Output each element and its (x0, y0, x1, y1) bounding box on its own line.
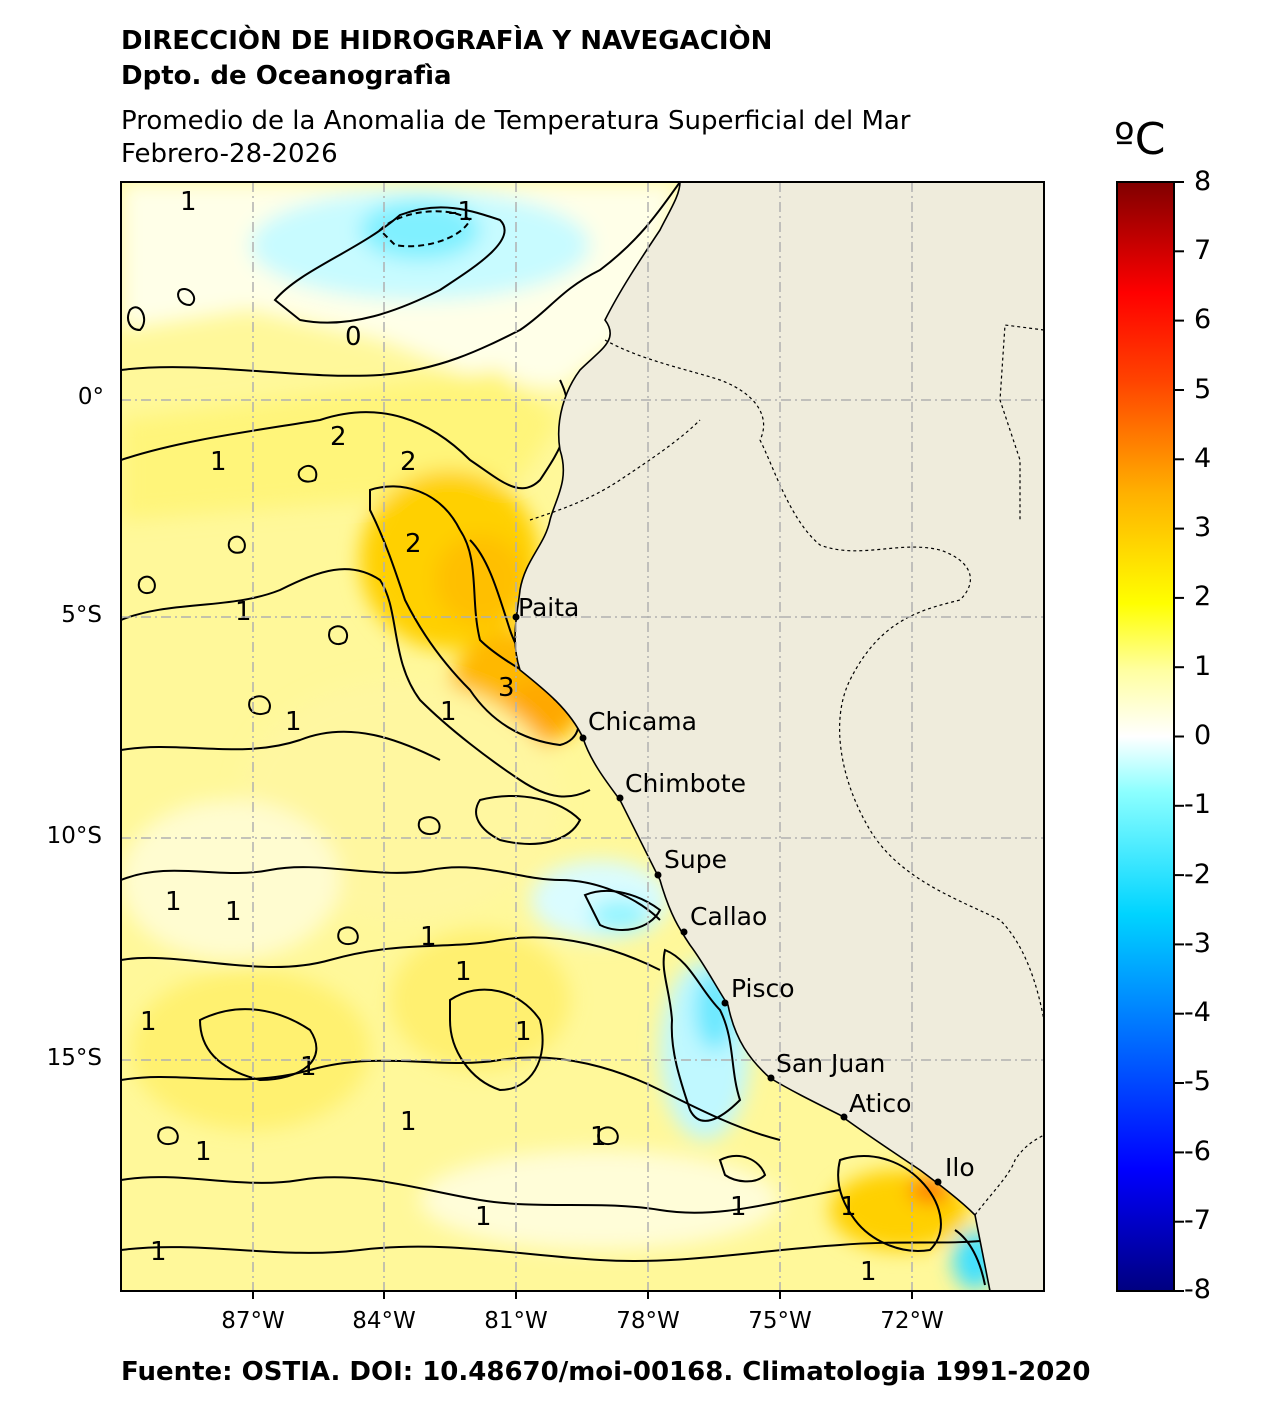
lon-tick-label: 87°W (221, 1308, 285, 1334)
city-markers (512, 613, 942, 1186)
colorbar-tick-label: -1 (1184, 789, 1211, 820)
map-title: Promedio de la Anomalia de Temperatura S… (121, 106, 911, 136)
contour-label: 1 (140, 1007, 157, 1037)
ilo-marker (934, 1178, 942, 1186)
contour-label: 1 (860, 1257, 877, 1287)
chicama-marker (579, 734, 587, 742)
anomaly-field (121, 182, 997, 1290)
pisco-marker (721, 999, 729, 1007)
colorbar-tick-label: 7 (1194, 235, 1212, 266)
contour-label: 1 (730, 1192, 747, 1222)
lat-tick-label: 10°S (46, 823, 102, 849)
contour-label: 1 (180, 187, 197, 217)
lon-tick-label: 78°W (616, 1308, 680, 1334)
paita-marker (512, 613, 520, 621)
callao-marker (680, 928, 688, 936)
contour-label: 1 (420, 922, 437, 952)
colorbar-tick-label: -5 (1184, 1066, 1211, 1097)
axis-ticks (252, 1291, 913, 1299)
lon-tick-label: 75°W (748, 1308, 812, 1334)
colorbar-tick-label: 8 (1194, 166, 1212, 197)
colorbar (1116, 181, 1175, 1292)
city-label-supe: Supe (664, 845, 727, 874)
atico-marker (840, 1113, 848, 1121)
contour-label: 1 (840, 1192, 857, 1222)
colorbar-tick-label: 2 (1194, 581, 1212, 612)
contour-label: 1 (300, 1052, 317, 1082)
lon-tick-label: 84°W (352, 1308, 416, 1334)
contour-label: 1 (515, 1017, 532, 1047)
city-label-atico: Atico (849, 1089, 912, 1118)
city-label-ilo: Ilo (945, 1153, 975, 1182)
colorbar-tick-label: -6 (1184, 1136, 1211, 1167)
colorbar-tick-label: 6 (1194, 304, 1212, 335)
organization-title: DIRECCIÒN DE HIDROGRAFÌA Y NAVEGACIÒN (121, 26, 773, 56)
contour-label: 1 (455, 957, 472, 987)
country-borders (529, 324, 1044, 1216)
contour-label: 3 (498, 673, 515, 703)
contour-labels: 1 0 -1 2 2 2 3 1 1 1 1 1 1 1 1 1 1 1 1 1… (140, 187, 877, 1287)
colorbar-tick-label: -4 (1184, 997, 1211, 1028)
colorbar-ticks (1174, 181, 1184, 1292)
contour-label: 1 (285, 707, 302, 737)
contour-label: 1 (440, 697, 457, 727)
contour-label: 1 (150, 1237, 167, 1267)
colorbar-tick-label: 3 (1194, 512, 1212, 543)
colorbar-tick-label: -7 (1184, 1205, 1211, 1236)
contour-label: 2 (405, 529, 422, 559)
contour-label: 0 (345, 322, 362, 352)
lon-tick-label: 72°W (880, 1308, 944, 1334)
chimbote-marker (616, 794, 624, 802)
lat-tick-label: 0° (77, 384, 104, 410)
contour-label: 1 (210, 447, 227, 477)
map-date: Febrero-28-2026 (121, 139, 338, 169)
lat-tick-label: 5°S (61, 602, 102, 628)
colorbar-tick-label: -2 (1184, 859, 1211, 890)
lon-tick-label: 81°W (484, 1308, 548, 1334)
source-footer: Fuente: OSTIA. DOI: 10.48670/moi-00168. … (121, 1357, 1091, 1387)
city-label-chimbote: Chimbote (625, 769, 746, 798)
colorbar-tick-label: 0 (1194, 720, 1212, 751)
colorbar-tick-label: -3 (1184, 928, 1211, 959)
san-juan-marker (767, 1074, 775, 1082)
supe-marker (654, 871, 662, 879)
city-label-callao: Callao (690, 902, 768, 931)
lat-tick-label: 15°S (46, 1045, 102, 1071)
contour-label: 1 (165, 887, 182, 917)
city-label-pisco: Pisco (731, 974, 795, 1003)
contour-label: 2 (330, 422, 347, 452)
contour-label: 1 (225, 897, 242, 927)
colorbar-unit: ºC (1114, 114, 1166, 165)
department-title: Dpto. de Oceanografìa (121, 61, 452, 91)
colorbar-tick-label: -8 (1184, 1274, 1211, 1305)
colorbar-tick-label: 4 (1194, 443, 1212, 474)
contour-label: 1 (590, 1122, 607, 1152)
map-frame (120, 181, 1045, 1292)
contour-label: 1 (235, 597, 252, 627)
map-gridlines (121, 182, 1044, 1291)
contour-label: 1 (195, 1137, 212, 1167)
contour-label: 1 (400, 1107, 417, 1137)
colorbar-tick-label: 5 (1194, 374, 1212, 405)
contour-label: 1 (475, 1202, 492, 1232)
colorbar-tick-label: 1 (1194, 651, 1212, 682)
city-label-chicama: Chicama (588, 707, 697, 736)
contour-label: 2 (400, 447, 417, 477)
city-label-paita: Paita (518, 593, 580, 622)
city-label-san-juan: San Juan (776, 1049, 886, 1078)
contour-label: -1 (448, 197, 474, 227)
